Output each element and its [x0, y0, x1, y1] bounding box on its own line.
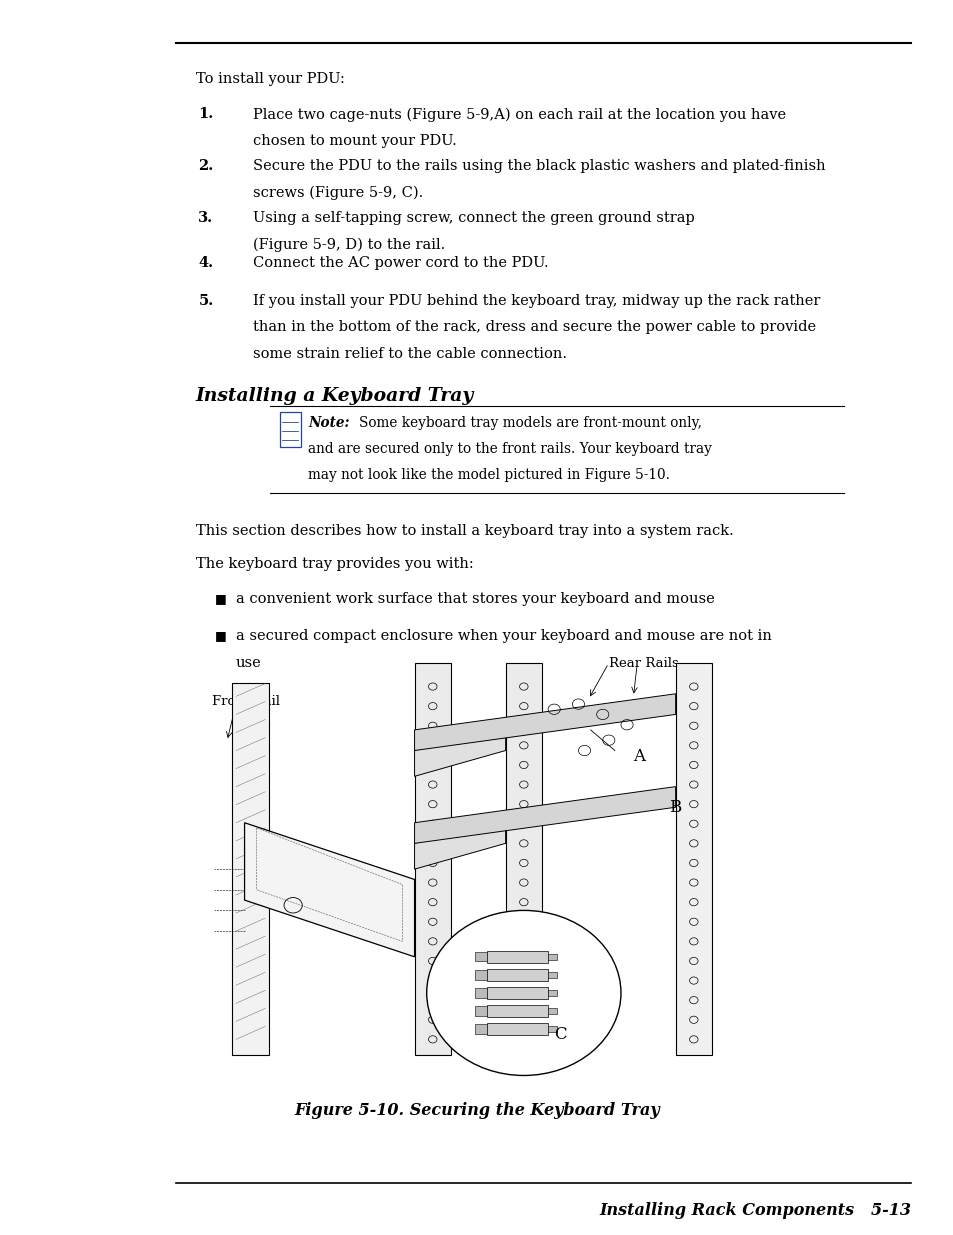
Text: than in the bottom of the rack, dress and secure the power cable to provide: than in the bottom of the rack, dress an… [253, 320, 815, 335]
Text: 5.: 5. [198, 294, 213, 308]
Bar [487, 1005, 548, 1018]
Text: To install your PDU:: To install your PDU: [195, 72, 344, 85]
Bar [675, 663, 711, 1055]
Polygon shape [415, 787, 675, 844]
Bar [475, 1007, 487, 1015]
Polygon shape [415, 694, 675, 751]
Text: Installing a Keyboard Tray: Installing a Keyboard Tray [195, 387, 474, 405]
Text: ■: ■ [214, 629, 226, 642]
Text: Using a self-tapping screw, connect the green ground strap: Using a self-tapping screw, connect the … [253, 211, 694, 225]
Text: ■: ■ [214, 592, 226, 605]
Text: 1.: 1. [198, 107, 213, 121]
Bar [505, 663, 541, 1055]
Bar [548, 1026, 557, 1032]
Text: a convenient work surface that stores your keyboard and mouse: a convenient work surface that stores yo… [235, 592, 714, 605]
Bar [475, 971, 487, 979]
Bar [548, 972, 557, 978]
Text: 3.: 3. [198, 211, 213, 225]
Text: B: B [669, 799, 681, 816]
Text: may not look like the model pictured in Figure 5-10.: may not look like the model pictured in … [308, 468, 669, 482]
Text: Secure the PDU to the rails using the black plastic washers and plated-finish: Secure the PDU to the rails using the bl… [253, 159, 824, 173]
Text: Connect the AC power cord to the PDU.: Connect the AC power cord to the PDU. [253, 256, 548, 269]
Bar [475, 988, 487, 998]
Text: C: C [554, 1026, 566, 1044]
Text: some strain relief to the cable connection.: some strain relief to the cable connecti… [253, 347, 566, 361]
Text: chosen to mount your PDU.: chosen to mount your PDU. [253, 135, 456, 148]
Bar [548, 1008, 557, 1014]
Bar [415, 663, 451, 1055]
Bar [487, 951, 548, 963]
Text: use: use [235, 656, 261, 669]
Polygon shape [244, 823, 415, 957]
Bar [487, 1023, 548, 1035]
Text: 4.: 4. [198, 256, 213, 269]
Text: screws (Figure 5-9, C).: screws (Figure 5-9, C). [253, 186, 422, 200]
Bar [233, 683, 269, 1055]
Text: a secured compact enclosure when your keyboard and mouse are not in: a secured compact enclosure when your ke… [235, 629, 771, 642]
Text: Rear Rails: Rear Rails [608, 657, 678, 671]
Text: (Figure 5-9, D) to the rail.: (Figure 5-9, D) to the rail. [253, 237, 445, 252]
Text: Front Rail: Front Rail [212, 695, 279, 709]
Bar [279, 412, 300, 447]
Text: A: A [633, 748, 644, 764]
Bar [487, 987, 548, 999]
Text: If you install your PDU behind the keyboard tray, midway up the rack rather: If you install your PDU behind the keybo… [253, 294, 820, 308]
Bar [548, 989, 557, 997]
Text: The keyboard tray provides you with:: The keyboard tray provides you with: [195, 557, 473, 571]
Text: Some keyboard tray models are front-mount only,: Some keyboard tray models are front-moun… [358, 416, 701, 430]
Circle shape [426, 910, 620, 1076]
Text: Note:: Note: [308, 416, 350, 430]
Bar [548, 953, 557, 960]
Text: This section describes how to install a keyboard tray into a system rack.: This section describes how to install a … [195, 524, 733, 537]
Text: Place two cage-nuts (Figure 5-9,A) on each rail at the location you have: Place two cage-nuts (Figure 5-9,A) on ea… [253, 107, 785, 122]
Bar [475, 1024, 487, 1034]
Bar [487, 968, 548, 981]
Polygon shape [415, 725, 505, 777]
Bar [475, 952, 487, 962]
Text: Figure 5-10. Securing the Keyboard Tray: Figure 5-10. Securing the Keyboard Tray [294, 1102, 659, 1119]
Text: Installing Rack Components   5-13: Installing Rack Components 5-13 [598, 1202, 910, 1219]
Polygon shape [415, 818, 505, 869]
Text: 2.: 2. [198, 159, 213, 173]
Text: and are secured only to the front rails. Your keyboard tray: and are secured only to the front rails.… [308, 442, 711, 456]
